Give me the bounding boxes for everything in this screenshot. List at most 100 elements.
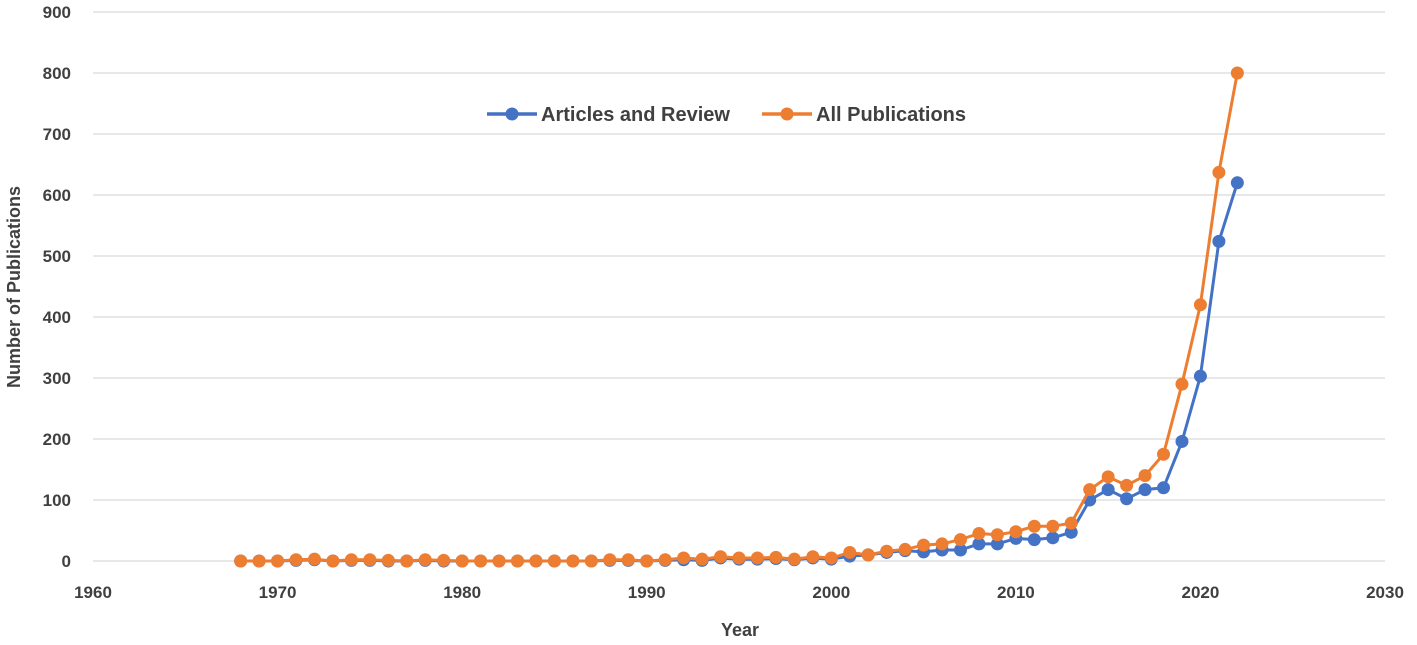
data-point: [824, 551, 838, 565]
y-tick-label: 800: [43, 64, 71, 83]
data-point: [1212, 234, 1226, 248]
data-point: [750, 551, 764, 565]
data-point: [787, 552, 801, 566]
data-point: [1193, 369, 1207, 383]
data-point: [1101, 470, 1115, 484]
data-point: [1157, 481, 1171, 495]
x-axis-title: Year: [721, 620, 759, 640]
legend-label-articles: Articles and Review: [541, 104, 730, 126]
data-point: [1046, 531, 1060, 545]
data-point: [271, 554, 285, 568]
data-point: [307, 552, 321, 566]
data-point: [381, 553, 395, 567]
data-point: [1230, 66, 1244, 80]
data-point: [898, 542, 912, 556]
data-point: [714, 550, 728, 564]
data-point: [326, 554, 340, 568]
data-point: [584, 554, 598, 568]
y-axis-title: Number of Publications: [4, 186, 24, 388]
data-point: [1230, 176, 1244, 190]
data-point: [252, 554, 266, 568]
y-tick-label: 600: [43, 186, 71, 205]
data-point: [1193, 298, 1207, 312]
data-point: [1101, 483, 1115, 497]
y-tick-label: 400: [43, 308, 71, 327]
data-point: [972, 537, 986, 551]
data-point: [1175, 434, 1189, 448]
y-tick-label: 900: [43, 3, 71, 22]
x-tick-label: 2020: [1182, 583, 1220, 602]
y-tick-label: 100: [43, 491, 71, 510]
data-point: [400, 554, 414, 568]
data-point: [990, 537, 1004, 551]
series-0: [234, 176, 1244, 568]
series-1: [234, 66, 1244, 568]
data-point: [1212, 165, 1226, 179]
data-point: [953, 533, 967, 547]
legend: Articles and Review All Publications: [487, 104, 966, 126]
data-point: [1083, 483, 1097, 497]
data-point: [732, 551, 746, 565]
data-point: [917, 538, 931, 552]
data-point: [1120, 492, 1134, 506]
data-point: [880, 544, 894, 558]
data-point: [234, 554, 248, 568]
data-point: [861, 548, 875, 562]
legend-label-all-publications: All Publications: [816, 104, 966, 126]
series-layer: [234, 66, 1244, 568]
data-point: [1157, 447, 1171, 461]
data-point: [455, 554, 469, 568]
data-point: [658, 553, 672, 567]
x-tick-label: 2030: [1366, 583, 1404, 602]
legend-item-all-publications: All Publications: [762, 104, 966, 126]
data-point: [1064, 525, 1078, 539]
legend-item-articles: Articles and Review: [487, 104, 730, 126]
y-tick-label: 500: [43, 247, 71, 266]
data-point: [806, 550, 820, 564]
y-tick-label: 200: [43, 430, 71, 449]
y-axis-tick-labels: 0 100 200 300 400 500 600 700 800 900: [43, 3, 71, 571]
legend-marker-articles: [505, 107, 519, 121]
data-point: [474, 554, 488, 568]
data-point: [418, 553, 432, 567]
data-point: [566, 554, 580, 568]
data-point: [437, 553, 451, 567]
data-point: [1138, 483, 1152, 497]
y-tick-label: 300: [43, 369, 71, 388]
x-tick-label: 1970: [259, 583, 297, 602]
data-point: [1138, 469, 1152, 483]
data-point: [1064, 516, 1078, 530]
x-tick-label: 2000: [812, 583, 850, 602]
x-tick-label: 2010: [997, 583, 1035, 602]
data-point: [603, 553, 617, 567]
data-point: [547, 554, 561, 568]
data-point: [1009, 525, 1023, 539]
data-point: [621, 553, 635, 567]
data-point: [529, 554, 543, 568]
data-point: [677, 551, 691, 565]
data-point: [1027, 519, 1041, 533]
data-point: [695, 552, 709, 566]
data-point: [289, 553, 303, 567]
x-axis-tick-labels: 1960 1970 1980 1990 2000 2010 2020 2030: [74, 583, 1404, 602]
data-point: [344, 553, 358, 567]
data-point: [1046, 519, 1060, 533]
data-point: [640, 554, 654, 568]
data-point: [953, 543, 967, 557]
x-tick-label: 1990: [628, 583, 666, 602]
y-tick-label: 0: [62, 552, 71, 571]
data-point: [492, 554, 506, 568]
data-point: [990, 528, 1004, 542]
data-point: [1120, 478, 1134, 492]
data-point: [1175, 377, 1189, 391]
data-point: [363, 553, 377, 567]
horizontal-gridlines: [93, 11, 1385, 562]
y-tick-label: 700: [43, 125, 71, 144]
data-point: [972, 527, 986, 541]
legend-marker-all-publications: [780, 107, 794, 121]
x-tick-label: 1980: [443, 583, 481, 602]
data-point: [843, 545, 857, 559]
data-point: [1027, 533, 1041, 547]
data-point: [511, 554, 525, 568]
